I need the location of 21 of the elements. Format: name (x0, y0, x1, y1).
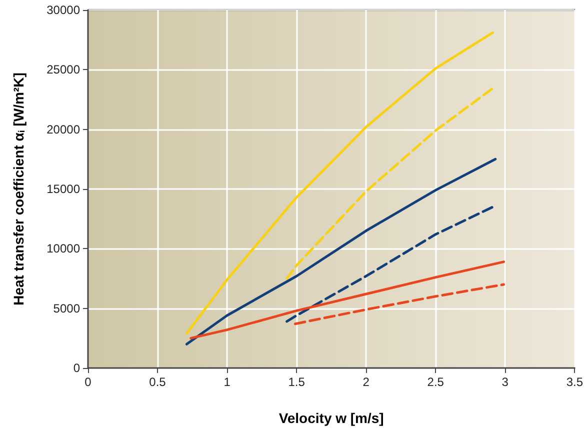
x-axis-title: Velocity w [m/s] (278, 410, 384, 426)
y-tick-label: 15000 (46, 182, 80, 196)
y-tick-label: 5000 (53, 301, 80, 316)
line-series (294, 283, 505, 326)
line-series (190, 260, 505, 340)
x-tick-label: 3.5 (566, 375, 584, 389)
x-tick-label: 2 (362, 375, 370, 389)
x-tick-label: 2.5 (427, 375, 444, 389)
x-tick-label: 0.5 (149, 375, 166, 389)
y-axis-title: Heat transfer coefficient αi [W/m²K] (10, 72, 26, 306)
line-series (185, 31, 494, 335)
x-tick-label: 0 (84, 375, 92, 389)
x-tick-label: 3 (502, 375, 509, 389)
x-tick-label: 1.5 (288, 375, 306, 389)
x-tick-label: 1 (224, 375, 231, 389)
y-tick-label: 25000 (46, 62, 80, 77)
y-tick-label: 10000 (46, 242, 80, 256)
y-tick-label: 20000 (46, 122, 80, 136)
line-series (185, 158, 497, 346)
y-tick-label: 30000 (46, 3, 80, 17)
y-tick-label: 0 (73, 361, 80, 375)
